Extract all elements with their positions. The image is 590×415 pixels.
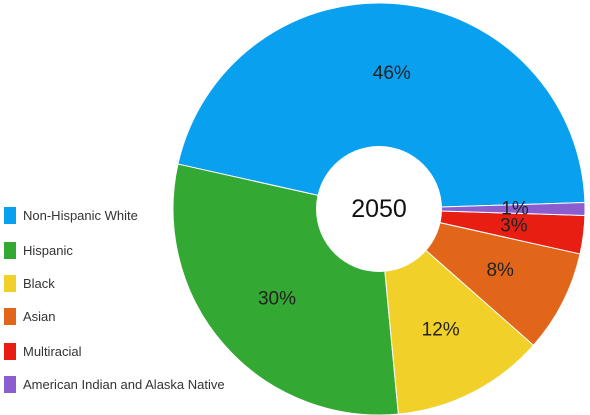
legend-swatch bbox=[4, 207, 16, 224]
slice-labels-group: 46% 30% 12% 8% 3%1% bbox=[258, 63, 529, 341]
slice-label-non-hispanic-white: 46% bbox=[373, 63, 411, 84]
slice-label-black: 12% bbox=[422, 320, 460, 341]
slice-non-hispanic-white bbox=[177, 2, 586, 210]
slice-label-multiracial: 3% bbox=[500, 216, 528, 237]
legend-swatch bbox=[4, 242, 16, 259]
slice-american-indian-and-alaska-native bbox=[378, 202, 586, 216]
legend-label: Multiracial bbox=[23, 344, 82, 359]
slice-label-american-indian-and-alaska-native: 1% bbox=[501, 199, 529, 220]
legend-label: American Indian and Alaska Native bbox=[23, 377, 225, 392]
legend-label: Black bbox=[23, 276, 55, 291]
legend-swatch bbox=[4, 376, 16, 393]
slice-black bbox=[378, 207, 535, 415]
legend-swatch bbox=[4, 308, 16, 325]
legend-swatch bbox=[4, 275, 16, 292]
legend-label: Non-Hispanic White bbox=[23, 208, 138, 223]
legend-swatch bbox=[4, 343, 16, 360]
slice-label-asian: 8% bbox=[486, 260, 514, 281]
center-label: 2050 bbox=[351, 195, 407, 223]
slice-label-hispanic: 30% bbox=[258, 288, 296, 309]
legend-label: Hispanic bbox=[23, 243, 73, 258]
donut-hole bbox=[316, 146, 442, 272]
legend-label: Asian bbox=[23, 309, 56, 324]
